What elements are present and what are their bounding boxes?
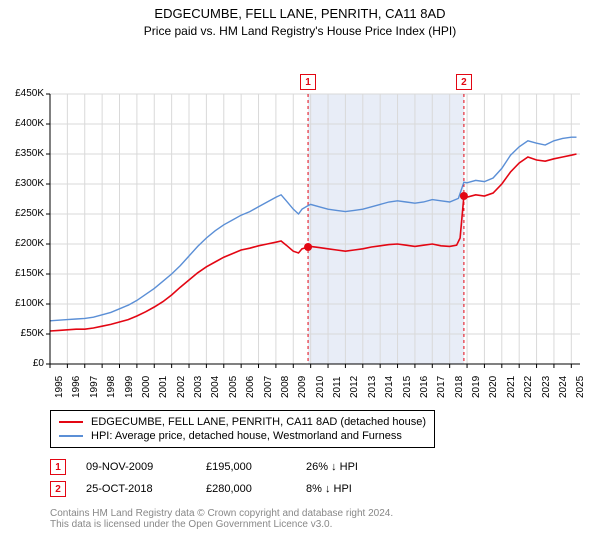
x-tick-label: 2000 [141,376,152,398]
x-tick-label: 2021 [506,376,517,398]
x-tick-label: 1995 [54,376,65,398]
x-tick-label: 2022 [523,376,534,398]
sale-diff: 8% ↓ HPI [306,483,406,495]
sale-point-icon [304,243,312,251]
chart-subtitle: Price paid vs. HM Land Registry's House … [0,21,600,44]
y-tick-label: £350K [4,148,44,159]
x-tick-label: 2016 [419,376,430,398]
legend-swatch-icon [59,435,83,437]
sale-diff: 26% ↓ HPI [306,461,406,473]
sale-date: 09-NOV-2009 [86,461,186,473]
sale-row: 2 25-OCT-2018 £280,000 8% ↓ HPI [50,478,580,500]
attribution-line1: Contains HM Land Registry data © Crown c… [50,508,580,519]
x-tick-label: 2003 [193,376,204,398]
chart-svg [0,44,600,404]
x-tick-label: 1999 [124,376,135,398]
y-tick-label: £450K [4,88,44,99]
sales-table: 1 09-NOV-2009 £195,000 26% ↓ HPI 2 25-OCT-201… [50,456,580,500]
x-tick-label: 2004 [210,376,221,398]
x-tick-label: 2006 [245,376,256,398]
legend-label: EDGECUMBE, FELL LANE, PENRITH, CA11 8AD … [91,416,426,428]
sale-price: £195,000 [206,461,286,473]
sale-marker-icon: 2 [50,481,66,497]
x-tick-label: 1998 [106,376,117,398]
sale-date: 25-OCT-2018 [86,483,186,495]
x-tick-label: 1996 [71,376,82,398]
x-tick-label: 1997 [89,376,100,398]
x-tick-label: 2009 [297,376,308,398]
y-tick-label: £150K [4,268,44,279]
attribution: Contains HM Land Registry data © Crown c… [50,508,580,530]
x-tick-label: 2007 [263,376,274,398]
sale-marker-icon: 1 [50,459,66,475]
x-tick-label: 2014 [384,376,395,398]
legend: EDGECUMBE, FELL LANE, PENRITH, CA11 8AD … [50,410,435,448]
x-tick-label: 2005 [228,376,239,398]
chart-container: EDGECUMBE, FELL LANE, PENRITH, CA11 8AD … [0,0,600,530]
x-tick-label: 2023 [541,376,552,398]
legend-swatch-icon [59,421,83,423]
legend-item: EDGECUMBE, FELL LANE, PENRITH, CA11 8AD … [59,415,426,429]
y-tick-label: £300K [4,178,44,189]
x-tick-label: 2002 [176,376,187,398]
x-tick-label: 2008 [280,376,291,398]
y-tick-label: £250K [4,208,44,219]
sale-row: 1 09-NOV-2009 £195,000 26% ↓ HPI [50,456,580,478]
chart-plot-area: £0 £50K £100K £150K £200K £250K £300K £350K £400… [0,44,600,404]
y-tick-label: £400K [4,118,44,129]
callout-marker: 1 [300,74,316,90]
y-tick-label: £100K [4,298,44,309]
x-tick-label: 2010 [315,376,326,398]
x-tick-label: 2017 [436,376,447,398]
y-tick-label: £200K [4,238,44,249]
attribution-line2: This data is licensed under the Open Gov… [50,519,580,530]
callout-marker: 2 [456,74,472,90]
x-tick-label: 2011 [332,376,343,398]
x-tick-label: 2015 [402,376,413,398]
x-tick-label: 2001 [158,376,169,398]
legend-label: HPI: Average price, detached house, West… [91,430,402,442]
x-tick-label: 2025 [575,376,586,398]
x-tick-label: 2013 [367,376,378,398]
y-tick-label: £0 [4,358,44,369]
x-tick-label: 2020 [488,376,499,398]
x-tick-label: 2018 [454,376,465,398]
sale-price: £280,000 [206,483,286,495]
x-tick-label: 2012 [349,376,360,398]
legend-item: HPI: Average price, detached house, West… [59,429,426,443]
sale-point-icon [460,192,468,200]
x-tick-label: 2024 [558,376,569,398]
chart-title: EDGECUMBE, FELL LANE, PENRITH, CA11 8AD [0,0,600,21]
x-tick-label: 2019 [471,376,482,398]
y-tick-label: £50K [4,328,44,339]
